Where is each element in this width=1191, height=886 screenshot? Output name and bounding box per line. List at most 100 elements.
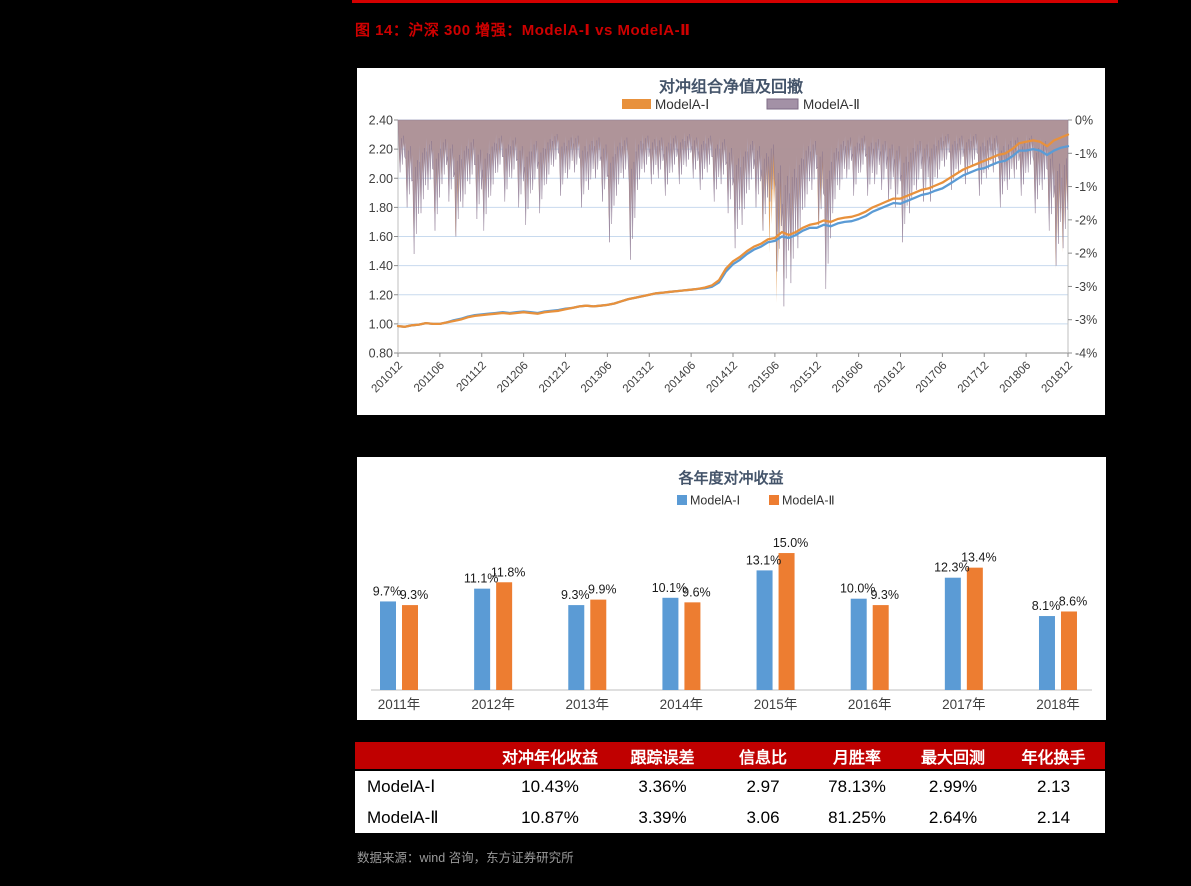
- svg-text:2012年: 2012年: [471, 697, 515, 712]
- svg-text:-2%: -2%: [1075, 213, 1097, 227]
- svg-text:2018年: 2018年: [1036, 697, 1080, 712]
- svg-text:-4%: -4%: [1075, 347, 1097, 361]
- svg-text:201812: 201812: [1040, 360, 1076, 396]
- svg-text:15.0%: 15.0%: [773, 536, 808, 550]
- chart1-title: 对冲组合净值及回撤: [659, 77, 803, 96]
- bar-model2: [590, 599, 607, 690]
- table-header-cell: 年化换手: [1002, 742, 1105, 770]
- svg-text:1.20: 1.20: [369, 288, 393, 302]
- svg-text:9.6%: 9.6%: [682, 585, 711, 599]
- chart2-category-labels: 2011年 2012年 2013年 2014年 2015年 2016年 2017年 2018年: [378, 697, 1080, 712]
- bar-model2: [966, 567, 983, 690]
- svg-text:9.7%: 9.7%: [373, 584, 402, 598]
- netvalue-line-model1: [396, 133, 1070, 328]
- bar-model2: [1060, 611, 1077, 690]
- svg-text:-2%: -2%: [1075, 247, 1097, 261]
- chart2-legend-swatch-model1: [677, 495, 687, 505]
- svg-text:0.80: 0.80: [369, 347, 393, 361]
- bar-model2: [872, 605, 889, 690]
- svg-text:201206: 201206: [495, 360, 531, 396]
- performance-table: 对冲年化收益 跟踪误差 信息比 月胜率 最大回测 年化换手 ModelA-Ⅰ 10.43% 3.…: [355, 742, 1105, 833]
- svg-text:12.3%: 12.3%: [934, 561, 969, 575]
- table-header-cell: 月胜率: [810, 742, 904, 770]
- chart1-left-axis-labels: 2.40 2.20 2.00 1.80 1.60 1.40 1.20 1.00 0.80: [369, 114, 393, 361]
- bottom-red-rule: [352, 0, 1118, 3]
- data-source-note: 数据来源：wind 咨询，东方证券研究所: [357, 851, 574, 865]
- svg-text:-1%: -1%: [1075, 180, 1097, 194]
- svg-text:1.60: 1.60: [369, 230, 393, 244]
- drawdown-area-model2: [397, 119, 1069, 307]
- bar-model2: [496, 582, 513, 690]
- svg-text:11.1%: 11.1%: [464, 572, 499, 586]
- bar-model2: [778, 553, 795, 690]
- svg-text:201406: 201406: [663, 360, 699, 396]
- svg-text:201306: 201306: [579, 360, 615, 396]
- table-row-label: ModelA-Ⅰ: [355, 770, 491, 802]
- bar-model2: [402, 605, 418, 690]
- svg-text:201106: 201106: [412, 360, 447, 395]
- annual-return-chart-panel: 各年度对冲收益 ModelA-Ⅰ ModelA-Ⅱ 9.7% 9.3% 11.1% 11.8…: [357, 457, 1106, 720]
- table-cell: 10.43%: [491, 770, 609, 802]
- bar-model1: [474, 588, 491, 690]
- chart2-bars: [380, 553, 1077, 690]
- chart1-legend-swatch-model1: [622, 99, 651, 109]
- svg-text:11.8%: 11.8%: [491, 565, 526, 579]
- table-cell: 81.25%: [810, 802, 904, 833]
- svg-text:201012: 201012: [370, 360, 406, 396]
- svg-text:9.9%: 9.9%: [588, 583, 617, 597]
- bar-model1: [1038, 616, 1055, 690]
- svg-text:13.4%: 13.4%: [961, 551, 996, 565]
- table-cell: 2.14: [1002, 802, 1105, 833]
- svg-text:201506: 201506: [746, 360, 782, 396]
- svg-text:9.3%: 9.3%: [400, 588, 429, 602]
- svg-text:2.20: 2.20: [369, 143, 393, 157]
- netvalue-drawdown-chart-panel: 对冲组合净值及回撤 ModelA-Ⅰ ModelA-Ⅱ 2.40 2.20 2.00 1.8…: [357, 68, 1105, 415]
- svg-text:2013年: 2013年: [566, 697, 610, 712]
- table-row: ModelA-Ⅰ 10.43% 3.36% 2.97 78.13% 2.99% 2.13: [355, 770, 1105, 802]
- chart2-value-labels: 9.7%9.3%11.1%11.8%9.3%9.9% 10.1%9.6%13.1%…: [373, 536, 1087, 613]
- table-row-label: ModelA-Ⅱ: [355, 802, 491, 833]
- table-cell: 10.87%: [491, 802, 609, 833]
- svg-text:1.40: 1.40: [369, 259, 393, 273]
- table-cell: 2.97: [716, 770, 810, 802]
- bar-model1: [662, 597, 679, 690]
- svg-text:201512: 201512: [788, 360, 824, 396]
- bar-model1: [568, 605, 585, 690]
- svg-text:2015年: 2015年: [754, 697, 798, 712]
- svg-text:2017年: 2017年: [942, 697, 986, 712]
- table-cell: 3.06: [716, 802, 810, 833]
- svg-text:10.1%: 10.1%: [652, 581, 687, 595]
- svg-text:2016年: 2016年: [848, 697, 892, 712]
- chart2-legend-label-model2: ModelA-Ⅱ: [782, 494, 835, 508]
- svg-text:201312: 201312: [621, 360, 657, 396]
- chart2-legend-label-model1: ModelA-Ⅰ: [690, 494, 740, 508]
- svg-text:201806: 201806: [998, 360, 1034, 396]
- svg-text:10.0%: 10.0%: [840, 582, 875, 596]
- chart1-right-axis-labels: 0% -1% -1% -2% -2% -3% -3% -4%: [1075, 114, 1097, 361]
- table-header-cell: 跟踪误差: [609, 742, 716, 770]
- table-cell: 3.36%: [609, 770, 716, 802]
- svg-text:0%: 0%: [1075, 114, 1093, 128]
- svg-text:1.80: 1.80: [369, 201, 393, 215]
- svg-text:1.00: 1.00: [369, 317, 393, 331]
- table-cell: 3.39%: [609, 802, 716, 833]
- chart1-legend-label-model1: ModelA-Ⅰ: [655, 97, 709, 112]
- svg-text:-1%: -1%: [1075, 147, 1097, 161]
- chart1-x-axis-labels: 201012 201106 201112 201206 201212 201306 2013…: [370, 360, 1076, 396]
- chart2-title: 各年度对冲收益: [677, 469, 783, 487]
- table-header-cell: [355, 742, 491, 770]
- table-row: ModelA-Ⅱ 10.87% 3.39% 3.06 81.25% 2.64% 2.14: [355, 802, 1105, 833]
- table-header-cell: 对冲年化收益: [491, 742, 609, 770]
- chart2-legend-swatch-model2: [769, 495, 779, 505]
- bar-model1: [944, 577, 961, 690]
- svg-text:201112: 201112: [454, 360, 488, 394]
- svg-text:2.40: 2.40: [369, 114, 393, 128]
- svg-text:9.3%: 9.3%: [561, 588, 590, 602]
- table-cell: 2.99%: [904, 770, 1002, 802]
- table-cell: 2.13: [1002, 770, 1105, 802]
- table-header-cell: 信息比: [716, 742, 810, 770]
- svg-text:8.1%: 8.1%: [1032, 599, 1061, 613]
- table-header-row: 对冲年化收益 跟踪误差 信息比 月胜率 最大回测 年化换手: [355, 742, 1105, 770]
- bar-model2: [684, 602, 701, 690]
